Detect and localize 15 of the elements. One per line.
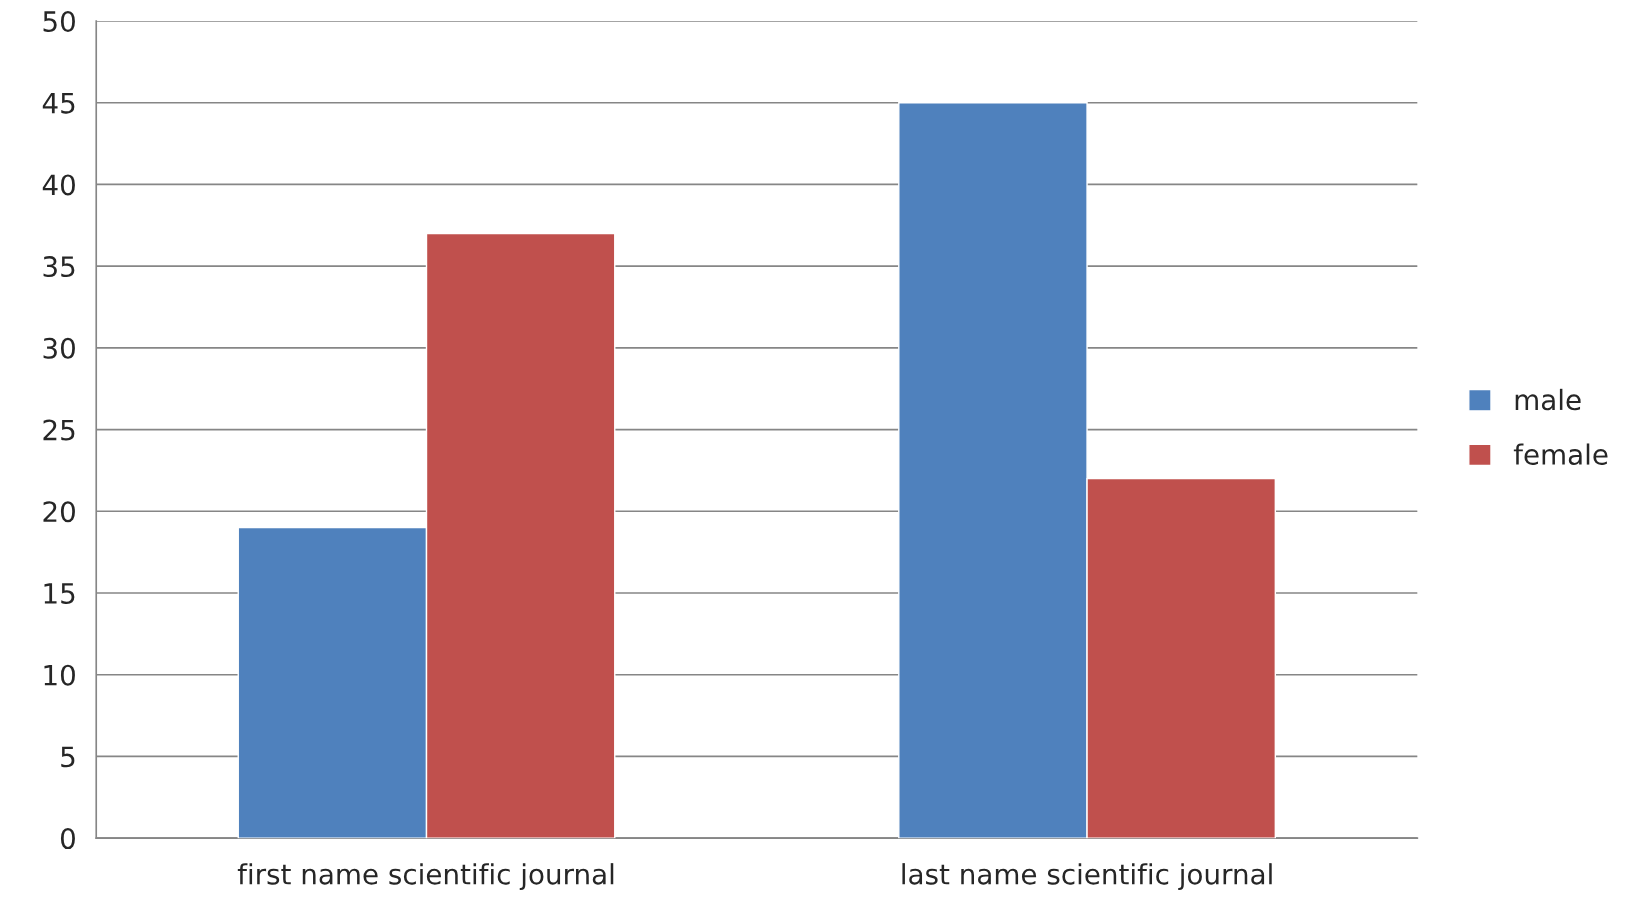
y-tick-label: 0	[60, 828, 75, 850]
legend-label: male	[1515, 388, 1581, 411]
legend-label: female	[1513, 443, 1608, 465]
y-tick-label: 45	[42, 93, 75, 114]
y-tick-label: 20	[43, 501, 75, 523]
y-tick-label: 35	[43, 256, 75, 278]
y-tick-label: 40	[42, 174, 75, 196]
x-tick-label: first name scientific journal	[237, 863, 614, 891]
y-tick-label: 5	[61, 746, 75, 768]
y-tick-label: 25	[43, 419, 75, 441]
y-tick-label: 15	[44, 583, 75, 604]
y-tick-label: 30	[43, 337, 75, 359]
y-tick-label: 50	[43, 10, 75, 32]
y-tick-label: 10	[44, 664, 75, 686]
x-tick-label: last name scientific journal	[902, 863, 1272, 891]
